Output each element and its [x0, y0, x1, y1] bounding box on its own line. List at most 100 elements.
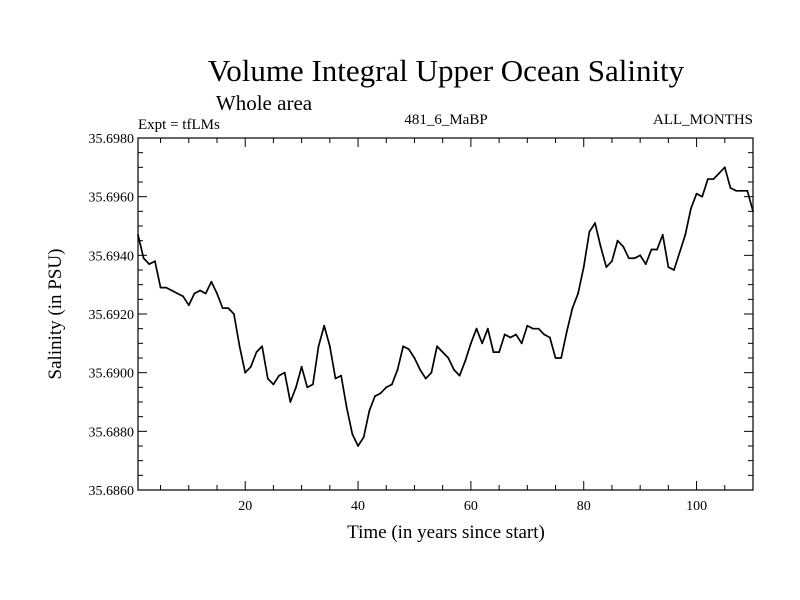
- data-point: [571, 307, 574, 310]
- data-point: [351, 433, 354, 436]
- data-point: [554, 357, 557, 359]
- data-point: [221, 307, 224, 310]
- data-point: [312, 383, 314, 386]
- data-point: [627, 257, 630, 260]
- data-point: [159, 286, 162, 289]
- data-point: [379, 392, 382, 395]
- data-point: [644, 263, 647, 266]
- data-point: [509, 336, 512, 339]
- data-point: [616, 239, 619, 242]
- data-point: [701, 195, 704, 198]
- data-point: [272, 383, 275, 386]
- data-point: [391, 383, 393, 386]
- data-point: [165, 286, 168, 289]
- series-line: [137, 166, 754, 447]
- data-point: [362, 436, 365, 439]
- y-tick-label: 35.6880: [89, 425, 135, 440]
- data-point: [340, 374, 343, 377]
- data-point: [599, 245, 602, 248]
- months-label: ALL_MONTHS: [653, 112, 753, 128]
- data-point: [238, 345, 241, 348]
- data-point: [289, 401, 292, 403]
- data-point: [650, 248, 653, 251]
- chart-subtitle: Whole area: [216, 91, 313, 115]
- data-point: [266, 377, 269, 380]
- y-tick-label: 35.6940: [89, 249, 135, 264]
- data-point: [413, 357, 416, 359]
- data-point: [441, 351, 444, 354]
- data-point: [622, 245, 625, 248]
- data-point: [210, 280, 213, 283]
- data-point: [334, 377, 337, 380]
- data-point: [328, 345, 331, 348]
- y-tick-label: 35.6920: [89, 308, 135, 323]
- plot-frame: [137, 137, 754, 491]
- data-point: [142, 257, 145, 260]
- data-point: [323, 324, 326, 327]
- data-point: [706, 178, 709, 180]
- x-axis-label: Time (in years since start): [347, 522, 545, 543]
- data-point: [656, 248, 658, 251]
- data-point: [752, 210, 754, 213]
- x-tick-label: 80: [577, 499, 591, 514]
- data-point: [740, 189, 743, 192]
- data-point: [317, 345, 320, 348]
- data-point: [182, 295, 185, 298]
- data-point: [436, 345, 438, 348]
- x-tick-label: 20: [238, 499, 252, 514]
- data-point: [532, 327, 534, 330]
- data-point: [735, 189, 737, 192]
- data-point: [543, 333, 546, 336]
- data-point: [481, 342, 484, 345]
- data-point: [633, 257, 636, 260]
- x-tick-label: 40: [351, 499, 365, 514]
- data-point: [594, 222, 596, 224]
- y-tick-label: 35.6960: [89, 191, 135, 206]
- data-point: [582, 266, 585, 268]
- data-point: [385, 386, 388, 389]
- data-point: [300, 365, 303, 368]
- data-point: [729, 186, 732, 189]
- data-point: [690, 207, 692, 210]
- data-point: [639, 254, 642, 257]
- x-tick-label: 60: [464, 499, 478, 514]
- data-point: [464, 360, 467, 362]
- data-point: [261, 345, 264, 348]
- chart-title: Volume Integral Upper Ocean Salinity: [208, 53, 685, 88]
- data-point: [374, 395, 376, 398]
- data-point: [695, 192, 698, 195]
- data-point: [520, 342, 523, 345]
- data-point: [746, 189, 749, 192]
- data-point: [611, 260, 613, 263]
- data-point: [684, 233, 687, 236]
- data-point: [424, 377, 427, 380]
- data-point: [475, 327, 478, 330]
- data-point: [503, 333, 506, 336]
- data-point: [233, 313, 235, 315]
- data-point: [396, 368, 399, 371]
- data-point: [498, 351, 500, 354]
- data-point: [419, 368, 422, 371]
- data-point: [577, 292, 579, 295]
- y-axis: 35.6860 35.6880 35.6900 35.6920 35.6940 35.69…: [89, 132, 753, 499]
- data-point: [548, 336, 551, 339]
- data-point: [447, 357, 450, 359]
- data-point: [176, 292, 179, 295]
- x-tick-label: 100: [686, 499, 707, 514]
- data-point: [193, 292, 196, 295]
- data-point: [407, 348, 410, 351]
- data-point: [673, 269, 675, 271]
- data-point: [244, 371, 247, 374]
- y-tick-label: 35.6900: [89, 367, 135, 382]
- y-axis-label: Salinity (in PSU): [45, 249, 66, 380]
- data-point: [199, 289, 201, 292]
- data-point: [368, 409, 371, 412]
- data-point: [204, 292, 207, 295]
- data-point: [249, 365, 252, 368]
- experiment-label: Expt = tfLMs: [138, 117, 220, 133]
- data-point: [712, 178, 715, 180]
- data-point: [469, 342, 472, 345]
- data-point: [283, 371, 286, 374]
- data-point: [515, 333, 517, 336]
